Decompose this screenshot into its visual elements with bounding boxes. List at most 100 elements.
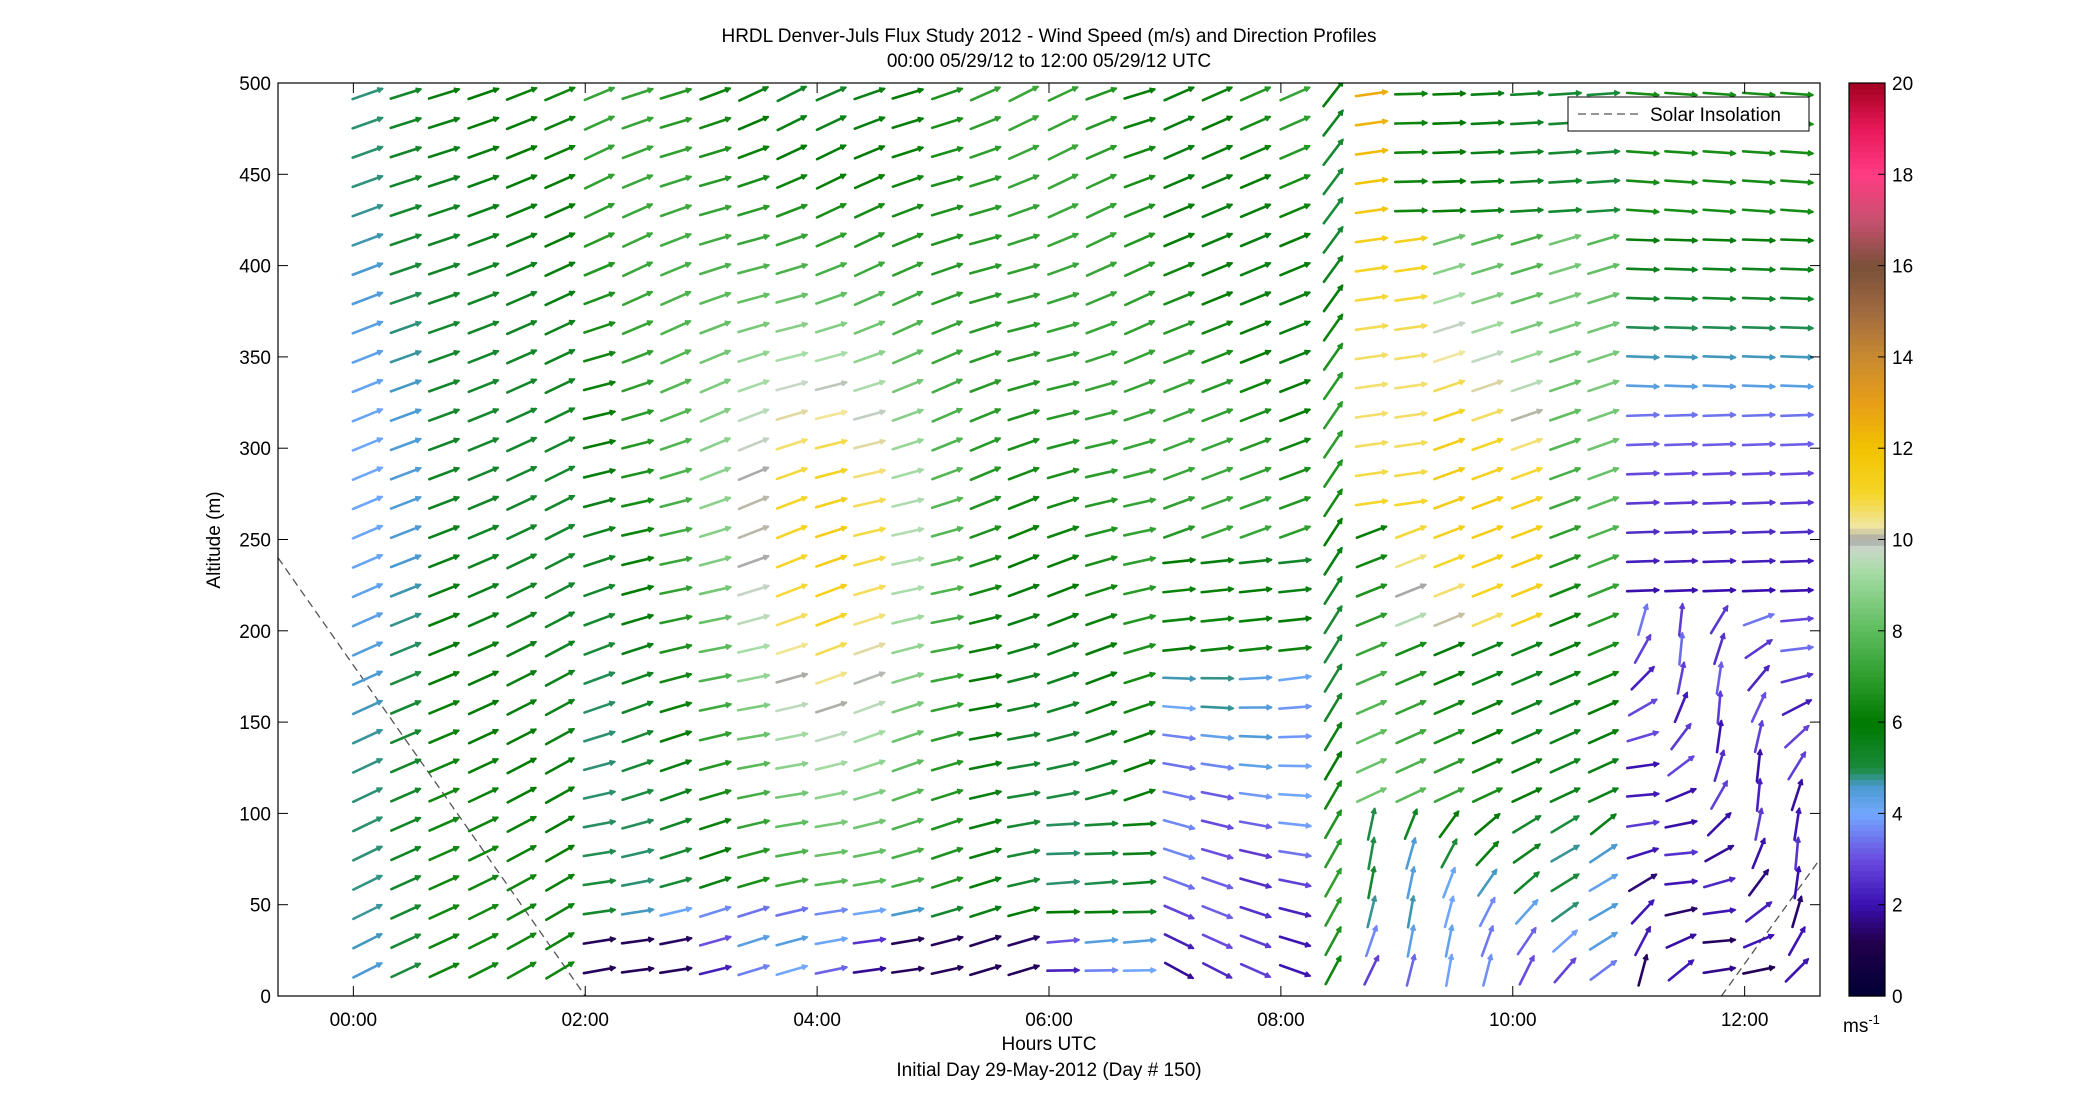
wind-vector [389,525,422,540]
wind-vector [1355,554,1388,569]
wind-vector [1007,702,1040,712]
wind-vector [1322,109,1344,137]
colorbar-swatch [1849,162,1885,170]
wind-vector-head [762,174,771,182]
wind-vector-head [452,904,460,911]
wind-vector [582,820,616,829]
wind-vector-head [1653,440,1661,448]
wind-vector-head [1381,235,1389,242]
wind-vector [659,408,692,423]
wind-vector [582,790,616,800]
wind-vector [582,380,616,392]
wind-vector-head [568,961,575,968]
colorbar-swatch [1849,299,1885,307]
colorbar-swatch [1849,237,1885,244]
wind-vector-head [957,585,965,592]
wind-vector-head [376,699,384,706]
wind-vector-head [1335,925,1342,933]
wind-vector [1200,819,1234,830]
colorbar-swatch [1849,471,1885,478]
wind-vector-head [1691,528,1699,536]
wind-vector-head [1691,91,1699,99]
wind-vector [1625,325,1660,330]
wind-vector-head [609,877,617,885]
wind-vector [1323,751,1343,781]
wind-vector-head [492,933,499,939]
wind-vector [389,321,422,335]
wind-vector [1586,91,1620,97]
wind-vector-head [415,320,423,327]
wind-vector-head [1653,499,1661,506]
wind-vector-head [1532,898,1539,906]
colorbar-swatch [1849,419,1885,426]
wind-vector-head [1537,206,1545,214]
colorbar-swatch [1849,311,1885,318]
colorbar-swatch [1849,590,1885,598]
wind-vector [1433,438,1465,452]
wind-vector-head [685,817,693,824]
wind-vector [1741,325,1776,330]
wind-vector [853,350,886,364]
wind-vector [1201,525,1233,539]
wind-vector-head [1691,324,1699,332]
wind-vector [930,702,964,713]
wind-vector [1513,871,1540,895]
x-tick-label: 06:00 [1025,1010,1073,1031]
wind-vector [969,292,1002,305]
wind-vector-head [1612,612,1620,619]
wind-vector [659,527,693,537]
wind-vector [389,700,422,715]
colorbar-swatch [1849,801,1885,809]
wind-vector [1007,234,1040,247]
wind-vector [737,495,769,511]
colorbar-swatch [1849,402,1885,409]
wind-vector-head [1537,90,1545,97]
wind-vector-head [1033,701,1041,709]
wind-vector-head [1304,291,1312,298]
wind-vector [1123,146,1156,159]
wind-vector-head [1381,498,1389,505]
wind-vector [1200,705,1234,710]
wind-vector [1516,927,1537,956]
wind-vector-head [376,728,384,735]
wind-vector-head [1033,876,1041,884]
wind-vector [505,320,537,336]
wind-vector [1586,179,1620,184]
colorbar-swatch [1849,396,1885,404]
wind-vector-head [1685,722,1692,730]
wind-vector-head [647,438,655,445]
wind-vector-head [1492,840,1500,848]
wind-vector [1702,325,1736,330]
wind-vector [1471,583,1503,598]
colorbar-swatch [1849,408,1885,415]
wind-vector [737,350,770,363]
wind-vector-head [1072,409,1080,416]
wind-vector-head [530,115,538,122]
wind-vector [1510,583,1543,598]
wind-vector [1323,547,1343,576]
wind-vector [1278,821,1312,828]
wind-vector [1780,355,1814,359]
wind-vector [1354,470,1388,478]
wind-vector-head [1227,734,1235,742]
wind-vector [506,844,537,863]
wind-vector-head [995,731,1003,738]
colorbar-swatch [1849,88,1885,96]
wind-vector [737,145,770,160]
wind-vector [1201,320,1233,335]
wind-vector [428,641,460,657]
wind-vector [698,526,732,539]
wind-vector-head [1691,440,1699,448]
wind-vector [1432,263,1466,276]
colorbar-swatch [1849,448,1885,455]
wind-vector-head [956,407,964,414]
colorbar-swatch [1849,762,1885,769]
wind-vector [1239,232,1271,248]
wind-vector [1664,907,1698,917]
wind-vector-head [762,408,770,415]
colorbar-swatch [1849,231,1885,238]
wind-vector-head [1381,118,1389,125]
wind-vector [583,555,616,568]
wind-vector [1552,929,1578,953]
wind-vector-head [1574,495,1582,503]
